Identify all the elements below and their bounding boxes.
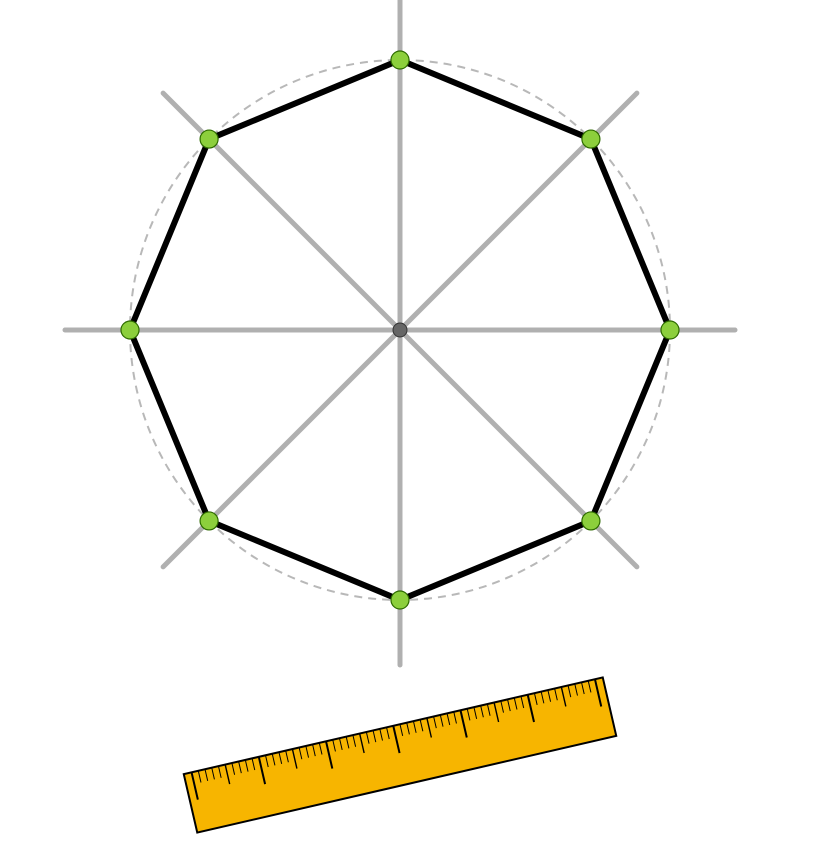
polygon-vertex [391,591,409,609]
polygon-figure [65,0,735,665]
ruler-body [184,677,616,832]
ruler [184,677,616,832]
polygon-vertex [200,512,218,530]
polygon-vertex [391,51,409,69]
polygon-vertex [582,512,600,530]
polygon-vertex [582,130,600,148]
center-dot [393,323,407,337]
polygon-vertex [121,321,139,339]
polygon-vertex [200,130,218,148]
polygon-vertex [661,321,679,339]
diagram-canvas [0,0,824,860]
